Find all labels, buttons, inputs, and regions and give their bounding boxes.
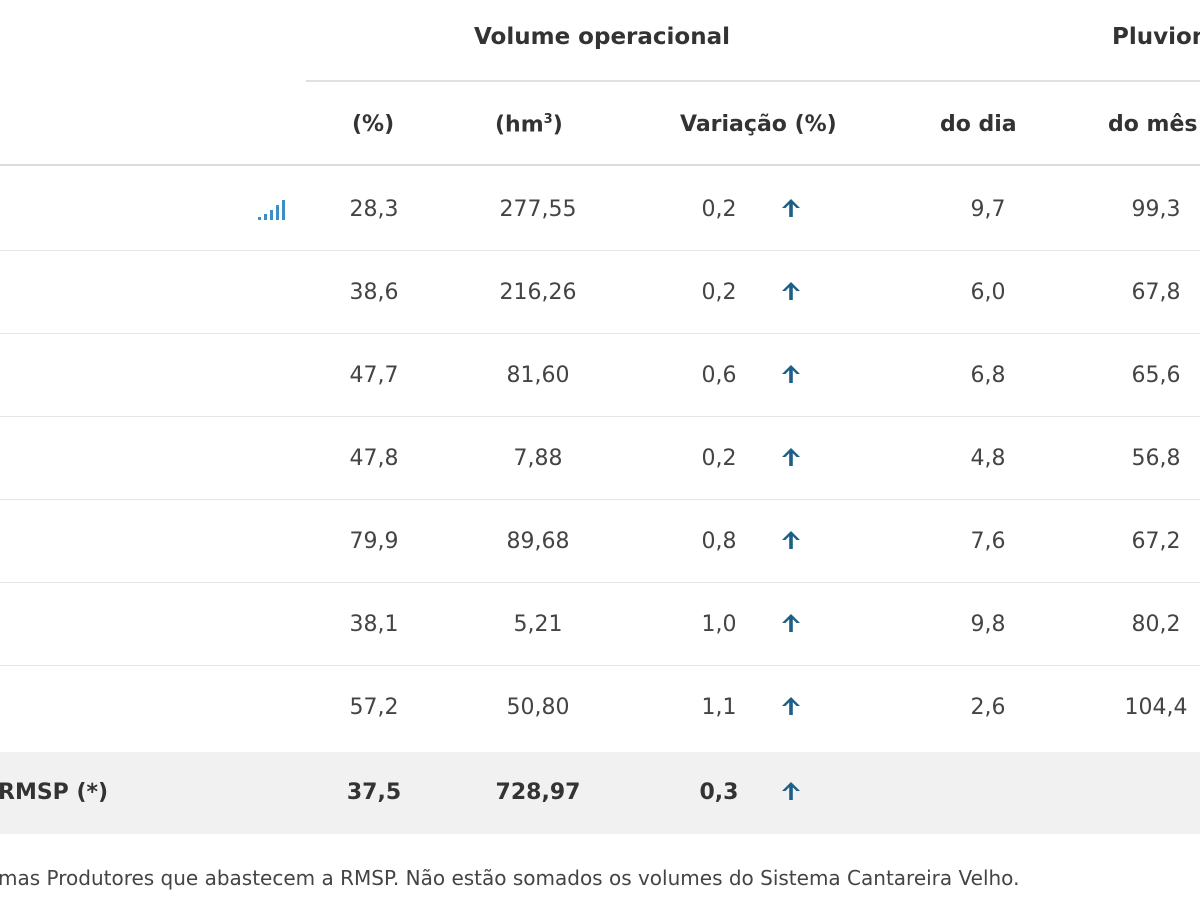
arrow-up-icon (777, 752, 805, 834)
header-divider (0, 164, 1200, 166)
arrow-up-icon (777, 168, 805, 251)
table-row: 47,8 7,88 0,2 4,8 56,8 (0, 417, 1200, 500)
col-header-day: do dia (940, 112, 1017, 137)
table-row: 47,7 81,60 0,6 6,8 65,6 (0, 334, 1200, 417)
col-header-percent: (%) (352, 112, 395, 137)
col-header-variation: Variação (%) (680, 112, 837, 137)
cell-rain-day: 6,0 (970, 280, 1006, 305)
cell-variation: 0,2 (701, 446, 737, 471)
cell-rain-month: 99,3 (1131, 197, 1181, 222)
cell-variation: 0,6 (701, 363, 737, 388)
arrow-up-icon (777, 666, 805, 749)
total-label: RMSP (*) (0, 780, 109, 805)
cell-variation: 0,2 (701, 197, 737, 222)
table-row: 79,9 89,68 0,8 7,6 67,2 (0, 500, 1200, 583)
cell-rain-month: 104,4 (1124, 695, 1188, 720)
pluviometry-group-title: Pluvion (1112, 24, 1200, 50)
cell-percent: 28,3 (349, 197, 399, 222)
cell-percent: 47,7 (349, 363, 399, 388)
total-variation: 0,3 (699, 780, 739, 805)
cell-percent: 47,8 (349, 446, 399, 471)
volume-group-title: Volume operacional (474, 24, 730, 50)
cell-hm3: 50,80 (506, 695, 570, 720)
col-header-hm3-exponent: 3 (543, 112, 553, 127)
cell-hm3: 216,26 (499, 280, 577, 305)
cell-hm3: 277,55 (499, 197, 577, 222)
arrow-up-icon (777, 583, 805, 666)
col-header-hm3-base: (hm (495, 112, 544, 138)
table-row: 57,2 50,80 1,1 2,6 104,4 (0, 666, 1200, 749)
cell-hm3: 5,21 (513, 612, 563, 637)
total-percent: 37,5 (346, 780, 402, 805)
arrow-up-icon (777, 417, 805, 500)
arrow-up-icon (777, 334, 805, 417)
group-header-row: Volume operacional Pluvion (0, 0, 1200, 82)
cell-percent: 79,9 (349, 529, 399, 554)
cell-rain-day: 6,8 (970, 363, 1006, 388)
cell-rain-day: 9,7 (970, 197, 1006, 222)
footnote: mas Produtores que abastecem a RMSP. Não… (0, 866, 1020, 890)
cell-percent: 38,6 (349, 280, 399, 305)
cell-rain-month: 56,8 (1131, 446, 1181, 471)
table-row: 38,1 5,21 1,0 9,8 80,2 (0, 583, 1200, 666)
cell-percent: 38,1 (349, 612, 399, 637)
cell-rain-month: 67,8 (1131, 280, 1181, 305)
arrow-up-icon (777, 251, 805, 334)
cell-variation: 0,2 (701, 280, 737, 305)
cell-rain-day: 7,6 (970, 529, 1006, 554)
cell-rain-day: 2,6 (970, 695, 1006, 720)
table-row: 28,3 277,55 0,2 9,7 99,3 (0, 168, 1200, 251)
cell-hm3: 7,88 (513, 446, 563, 471)
total-row: RMSP (*) 37,5 728,97 0,3 (0, 752, 1200, 834)
cell-variation: 1,1 (701, 695, 737, 720)
cell-rain-month: 65,6 (1131, 363, 1181, 388)
cell-hm3: 81,60 (506, 363, 570, 388)
cell-percent: 57,2 (349, 695, 399, 720)
table-row: 38,6 216,26 0,2 6,0 67,8 (0, 251, 1200, 334)
cell-rain-day: 9,8 (970, 612, 1006, 637)
cell-variation: 0,8 (701, 529, 737, 554)
cell-rain-month: 67,2 (1131, 529, 1181, 554)
total-hm3: 728,97 (495, 780, 581, 805)
cell-variation: 1,0 (701, 612, 737, 637)
arrow-up-icon (777, 500, 805, 583)
col-header-hm3: (hm3) (495, 112, 563, 137)
col-header-month: do mês (1108, 112, 1198, 137)
cell-hm3: 89,68 (506, 529, 570, 554)
col-header-hm3-close: ) (552, 112, 563, 138)
cell-rain-day: 4,8 (970, 446, 1006, 471)
group-divider (306, 80, 1200, 82)
signal-bars-icon[interactable] (256, 198, 286, 222)
cell-rain-month: 80,2 (1131, 612, 1181, 637)
